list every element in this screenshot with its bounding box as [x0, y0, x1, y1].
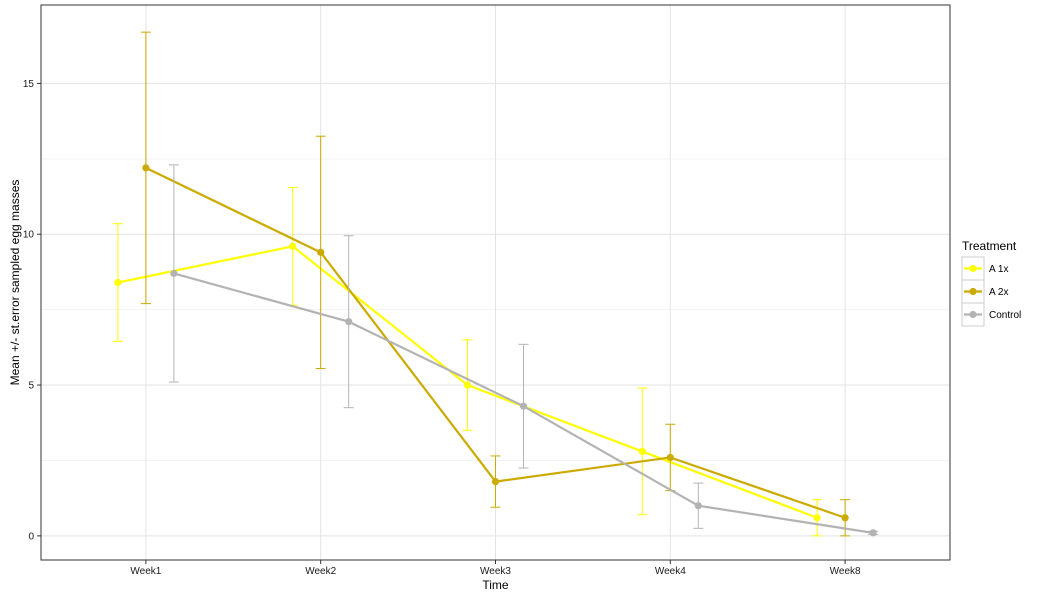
data-point	[491, 477, 500, 486]
legend-key-point	[969, 287, 977, 296]
legend-title: Treatment	[962, 239, 1017, 253]
axis-tick-labels: 0 5 10 15 Week1 Week2 Week3 Week4 Week8	[23, 79, 861, 577]
x-tick-label: Week2	[305, 566, 336, 577]
data-point	[519, 402, 528, 410]
data-point	[289, 242, 297, 250]
series-a-2x	[140, 31, 851, 537]
legend: Treatment A 1x A 2x Control	[961, 239, 1021, 327]
data-point	[345, 318, 353, 326]
y-tick-label: 15	[23, 79, 35, 90]
y-tick-label: 0	[28, 531, 34, 542]
legend-label: A 2x	[989, 287, 1008, 298]
data-point	[463, 381, 472, 389]
data-point	[813, 514, 821, 522]
legend-label: Control	[989, 310, 1021, 321]
x-tick-label: Week3	[480, 566, 511, 577]
series-layer	[112, 31, 879, 537]
data-point	[638, 447, 646, 456]
axis-ticks	[37, 82, 846, 564]
x-axis-title: Time	[482, 578, 509, 592]
legend-item: Control	[961, 302, 1021, 327]
series-a-1x	[112, 186, 823, 537]
data-point	[317, 248, 325, 256]
data-point	[170, 269, 178, 278]
data-point	[142, 164, 150, 172]
y-tick-label: 5	[28, 381, 34, 392]
legend-key-point	[969, 264, 977, 273]
x-tick-label: Week8	[830, 566, 861, 577]
x-tick-label: Week4	[655, 566, 686, 577]
data-point	[694, 502, 702, 510]
data-point	[114, 278, 122, 287]
x-tick-label: Week1	[130, 566, 161, 577]
y-tick-label: 10	[23, 230, 35, 241]
y-axis-title: Mean +/- st.error sampled egg masses	[8, 180, 22, 386]
legend-label: A 1x	[989, 264, 1008, 275]
data-point	[841, 514, 849, 522]
legend-key-point	[969, 310, 977, 319]
data-point	[666, 453, 674, 462]
data-point	[869, 529, 877, 537]
series-control	[168, 164, 879, 537]
